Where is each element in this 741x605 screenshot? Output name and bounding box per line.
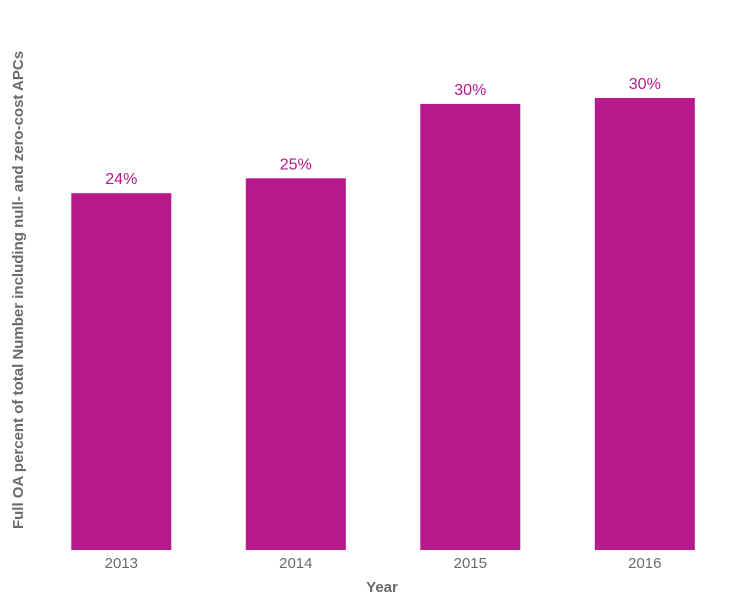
x-tick-label-2014: 2014 — [279, 555, 312, 572]
bar-2014 — [245, 178, 346, 551]
bar-2016 — [594, 98, 695, 550]
data-label-2016: 30% — [629, 76, 661, 93]
data-label-2013: 24% — [105, 171, 137, 188]
bars-group — [71, 98, 695, 551]
x-tick-label-2016: 2016 — [628, 555, 661, 572]
x-tick-labels-group: 2013 2014 2015 2016 — [105, 555, 662, 572]
bar-2013 — [71, 193, 172, 550]
data-labels-group: 24% 25% 30% 30% — [105, 76, 661, 188]
x-axis-label: Year — [366, 579, 398, 596]
bar-2015 — [420, 103, 521, 551]
y-axis-label: Full OA percent of total Number includin… — [10, 51, 27, 529]
data-label-2014: 25% — [280, 156, 312, 173]
x-tick-label-2015: 2015 — [454, 555, 487, 572]
x-tick-label-2013: 2013 — [105, 555, 138, 572]
data-label-2015: 30% — [454, 82, 486, 99]
